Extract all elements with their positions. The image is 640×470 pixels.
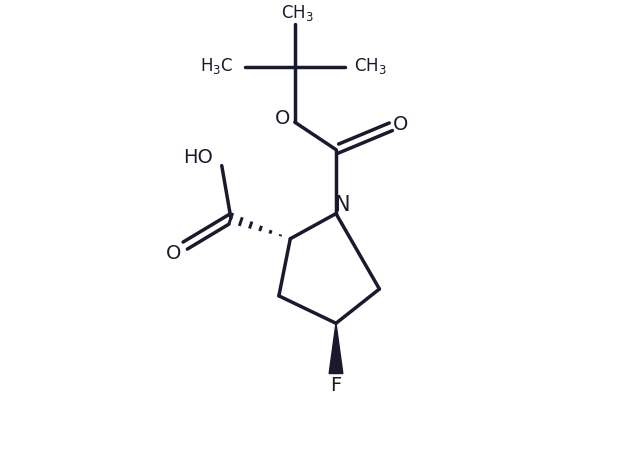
Text: HO: HO <box>183 148 213 167</box>
Text: O: O <box>393 115 408 134</box>
Text: F: F <box>330 376 342 395</box>
Text: CH$_3$: CH$_3$ <box>281 3 314 24</box>
Text: H$_3$C: H$_3$C <box>200 56 233 77</box>
Text: N: N <box>335 196 351 215</box>
Text: CH$_3$: CH$_3$ <box>354 56 387 77</box>
Text: O: O <box>166 244 182 263</box>
Polygon shape <box>329 323 343 374</box>
Text: O: O <box>275 109 290 128</box>
